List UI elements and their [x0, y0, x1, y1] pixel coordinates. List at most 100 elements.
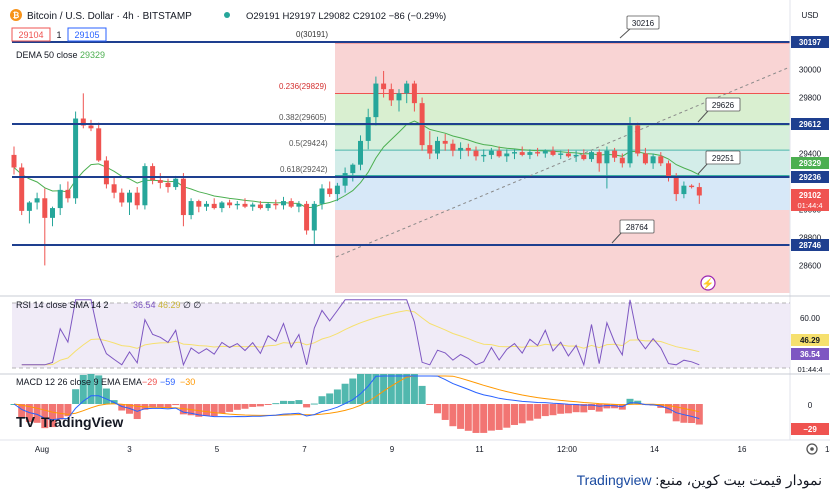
macd-hist-bar: [588, 404, 595, 410]
macd-hist-bar: [272, 403, 280, 405]
macd-hist-bar: [564, 404, 572, 414]
candle-body: [334, 185, 340, 195]
tradingview-logo[interactable]: TV TradingView: [16, 414, 123, 431]
dema-50-line: [13, 120, 700, 209]
macd-hist-bar: [318, 396, 326, 404]
macd-hist-bar: [164, 404, 172, 408]
macd-hist-bar: [41, 404, 49, 429]
price-tick-label: 29400: [799, 150, 822, 159]
tradingview-icon: TV: [16, 414, 35, 431]
macd-hist-bar: [79, 374, 87, 404]
macd-hist-bar: [503, 404, 511, 428]
candle-body: [573, 154, 579, 157]
candle-body: [496, 150, 502, 157]
candle-body: [34, 198, 40, 203]
countdown-text: 01:44:4: [797, 201, 822, 210]
candle-body: [481, 154, 487, 157]
macd-hist-bar: [634, 400, 642, 404]
candle-body: [488, 150, 494, 155]
macd-hist-bar: [172, 404, 180, 406]
macd-hist-bar: [626, 398, 634, 404]
price-tick-label: 28800: [799, 233, 822, 242]
macd-hist-bar: [518, 404, 526, 424]
candle-body: [88, 125, 94, 129]
bid-box[interactable]: [11, 27, 51, 42]
tag-30197: [791, 36, 829, 48]
callout-28764[interactable]: [619, 219, 655, 234]
candle-body: [381, 83, 387, 90]
symbol-title[interactable]: Bitcoin / U.S. Dollar · 4h · BITSTAMP: [27, 11, 192, 22]
candle-body: [650, 156, 656, 164]
rsi-label[interactable]: RSI 14 close SMA 14 2: [16, 300, 109, 310]
macd-hist-bar: [210, 404, 218, 416]
candle-body: [542, 150, 548, 154]
candle-body: [666, 163, 671, 178]
candle-body: [173, 178, 179, 188]
candle-body: [342, 173, 348, 186]
tag-29612: [791, 118, 829, 130]
macd-hist-bar: [364, 374, 372, 404]
callout-leader-30216: [619, 27, 632, 39]
macd-hist-bar: [572, 404, 580, 413]
macd-hist-bar: [233, 404, 241, 410]
candle-body: [388, 89, 394, 101]
candle-body: [404, 83, 410, 94]
callout-30216[interactable]: [626, 15, 660, 30]
macd-hist-bar: [87, 374, 95, 404]
candle-body: [73, 118, 79, 199]
candle-body: [673, 177, 679, 195]
candle-body: [165, 182, 171, 188]
macd-hist-bar: [256, 404, 264, 407]
macd-hist-bar: [395, 374, 403, 404]
ask-box[interactable]: [67, 27, 107, 42]
macd-hist-bar: [33, 404, 41, 423]
macd-hist-bar: [326, 393, 334, 404]
rsi-extra: ∅ ∅: [183, 300, 201, 310]
macd-hist-bar: [18, 404, 26, 418]
macd-hist-bar: [580, 404, 588, 413]
candle-body: [427, 145, 433, 154]
candle-body: [273, 203, 279, 206]
candle-body: [596, 152, 602, 164]
candle-body: [619, 157, 625, 164]
macd-hist-bar: [387, 374, 395, 404]
price-chart[interactable]: 0(30191) 0.236(29829) 0.382(29605) 0.5(2…: [0, 0, 830, 465]
callout-leader-29626: [697, 110, 709, 123]
dema-label[interactable]: DEMA 50 close: [16, 50, 78, 60]
time-tick-label: 14: [650, 445, 659, 454]
rsi-tick-countdown: 01:44:4: [797, 365, 822, 374]
candle-body: [612, 150, 618, 158]
caption-text: نمودار قیمت بیت کوین، منبع:: [651, 472, 822, 488]
macd-hist-bar: [310, 403, 318, 405]
price-tick-label: 28600: [799, 261, 822, 270]
tag-28746-text: 28746: [799, 241, 822, 250]
zone-green-382: [335, 121, 790, 150]
lightning-icon[interactable]: [700, 275, 716, 291]
candle-body: [19, 167, 25, 211]
candle-body: [127, 192, 132, 203]
candle-body: [565, 153, 571, 157]
candle-body: [119, 192, 125, 203]
macd-label[interactable]: MACD 12 26 close 9 EMA EMA: [16, 377, 142, 387]
tag-dema: [791, 157, 829, 169]
macd-line-value: −59: [160, 377, 175, 387]
callout-29251[interactable]: [705, 150, 741, 165]
candle-body: [26, 202, 32, 211]
candle-body: [157, 180, 163, 183]
macd-hist-bar: [333, 389, 341, 404]
rsi-sma-value: 46.29: [158, 300, 181, 310]
tag-28746: [791, 239, 829, 251]
candle-body: [373, 83, 379, 118]
macd-hist-bar: [449, 404, 457, 427]
macd-hist-bar: [472, 404, 480, 433]
tag-29236-text: 29236: [799, 173, 822, 182]
settings-gear-icon[interactable]: [806, 443, 818, 455]
candle-body: [411, 83, 417, 104]
tag-last-price: [791, 189, 829, 211]
macd-tick-0: 0: [808, 401, 813, 410]
macd-hist-bar: [218, 404, 226, 414]
callout-29626[interactable]: [705, 97, 741, 112]
tag-30197-text: 30197: [799, 38, 822, 47]
rsi-tick-60: 60.00: [800, 314, 821, 323]
candle-body: [319, 188, 325, 204]
